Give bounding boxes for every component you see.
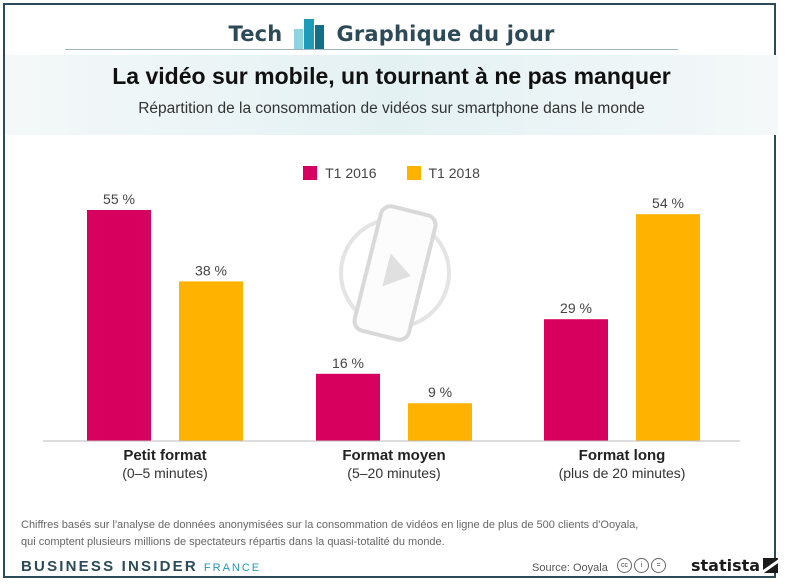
footnote: Chiffres basés sur l'analyse de données … (21, 517, 638, 551)
bars-layer: 55 % 38 % 16 % 9 % 29 % 54 % (87, 191, 700, 441)
data-label-2018-0: 38 % (195, 262, 227, 278)
title-band (5, 55, 778, 135)
footnote-line-2: qui comptent plusieurs millions de spect… (21, 536, 445, 548)
legend-swatch-2016 (303, 166, 318, 180)
category-label-2: Format long (579, 447, 666, 464)
infographic-frame: Tech Graphique du jour La vidéo sur mobi… (3, 3, 779, 578)
bar-2016-2 (544, 319, 608, 441)
tech-bars-icon (294, 19, 325, 49)
data-label-2016-1: 16 % (332, 355, 364, 371)
legend-label-2016: T1 2016 (325, 165, 377, 181)
banner-divider (65, 49, 678, 50)
statista-logo-icon (763, 558, 779, 573)
phone-play-icon (339, 204, 451, 342)
brand-edition: FRANCE (203, 562, 262, 574)
bar-2018-0 (179, 281, 243, 441)
bar-chart: 55 % 38 % 16 % 9 % 29 % 54 % Petit format(0–5… (43, 191, 740, 481)
chart-subtitle: Répartition de la consommation de vidéos… (138, 100, 645, 117)
legend-item-2018: T1 2018 (406, 165, 480, 181)
source-text: Source: Ooyala (532, 562, 608, 574)
legend-label-2018: T1 2018 (428, 165, 480, 181)
chart-legend: T1 2016 T1 2018 (5, 165, 778, 181)
bar-2018-1 (408, 403, 472, 441)
by-icon: i (634, 558, 649, 573)
business-insider-logo: BUSINESS INSIDER FRANCE (21, 558, 261, 575)
category-sublabel-1: (5–20 minutes) (347, 465, 440, 481)
license-icons: cc i = (617, 558, 666, 573)
statista-wordmark: statista (691, 556, 761, 575)
category-label-0: Petit format (123, 447, 206, 464)
chart-title: La vidéo sur mobile, un tournant à ne pa… (112, 63, 671, 89)
top-banner: Tech Graphique du jour (5, 5, 778, 63)
nd-icon: = (651, 558, 666, 573)
data-label-2018-2: 54 % (652, 195, 684, 211)
banner-kicker-graphique: Graphique du jour (336, 22, 555, 46)
bar-2018-2 (636, 214, 700, 441)
x-axis-labels: Petit format(0–5 minutes) Format moyen(5–… (122, 447, 685, 481)
category-sublabel-0: (0–5 minutes) (122, 465, 208, 481)
legend-swatch-2018 (406, 166, 421, 180)
statista-logo: statista (691, 556, 779, 575)
data-label-2016-0: 55 % (103, 191, 135, 207)
cc-icon: cc (617, 558, 632, 573)
category-sublabel-2: (plus de 20 minutes) (559, 465, 686, 481)
category-label-1: Format moyen (342, 447, 445, 464)
data-label-2016-2: 29 % (560, 300, 592, 316)
bar-2016-1 (316, 373, 380, 441)
bar-2016-0 (87, 210, 151, 441)
banner-kicker-tech: Tech (228, 22, 283, 46)
legend-item-2016: T1 2016 (303, 165, 377, 181)
brand-name: BUSINESS INSIDER (21, 558, 198, 575)
footnote-line-1: Chiffres basés sur l'analyse de données … (21, 519, 639, 531)
data-label-2018-1: 9 % (428, 384, 452, 400)
